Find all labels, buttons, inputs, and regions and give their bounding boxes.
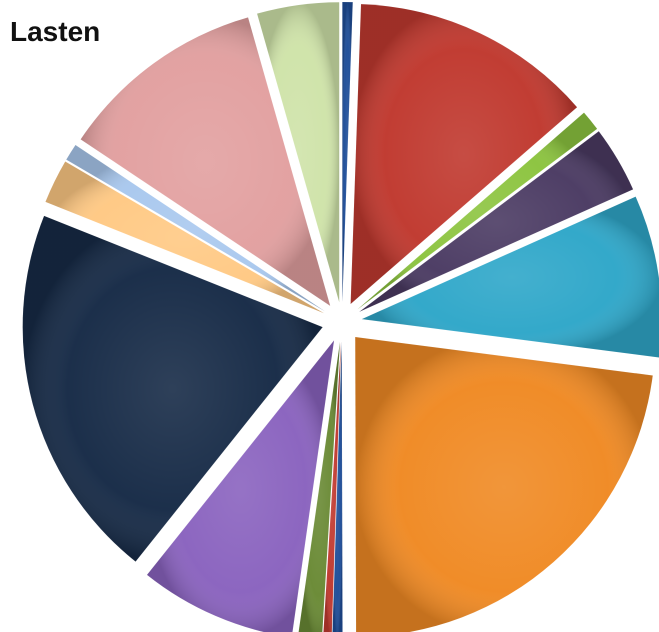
pie-slice-5-shading bbox=[361, 196, 659, 358]
pie-slice-6-shading bbox=[355, 337, 653, 632]
pie-slice-8-shading bbox=[323, 341, 342, 632]
pie-slice-9-shading bbox=[298, 341, 340, 632]
pie-slice-14-shading bbox=[80, 17, 331, 306]
pie-slice-2-shading bbox=[350, 4, 578, 304]
pie-slice-3-shading bbox=[357, 112, 598, 310]
pie-slice-13-shading bbox=[66, 144, 326, 312]
pie-slice-4-shading bbox=[359, 131, 634, 312]
pie-slices bbox=[22, 1, 659, 632]
pie-slice-11-shading bbox=[22, 215, 323, 562]
pie-slice-1-shading bbox=[342, 2, 353, 303]
chart-title: Lasten bbox=[10, 16, 101, 47]
pie-slice-12-shading bbox=[45, 161, 325, 314]
pie-slice-10-shading bbox=[146, 340, 335, 632]
pie-slice-15-shading bbox=[257, 2, 340, 303]
pie-slice-7-shading bbox=[332, 341, 343, 632]
